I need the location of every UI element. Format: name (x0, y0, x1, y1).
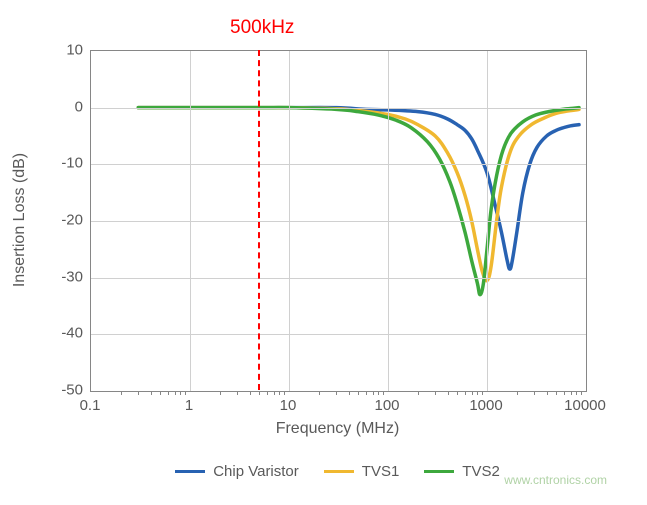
y-axis-label-text: Insertion Loss (dB) (11, 153, 29, 287)
annotation-line-500khz (258, 50, 260, 390)
chart-container: 500kHz Insertion Loss (dB) Frequency (MH… (15, 15, 632, 490)
minor-tick (366, 391, 367, 395)
watermark-text: www.cntronics.com (504, 473, 607, 487)
minor-tick (448, 391, 449, 395)
minor-tick (180, 391, 181, 395)
minor-tick (160, 391, 161, 395)
legend-item-chip-varistor: Chip Varistor (175, 463, 299, 480)
minor-tick (220, 391, 221, 395)
minor-tick (482, 391, 483, 395)
minor-tick (349, 391, 350, 395)
minor-tick (418, 391, 419, 395)
minor-tick (319, 391, 320, 395)
x-tick-label: 1 (185, 397, 193, 414)
minor-tick (534, 391, 535, 395)
minor-tick (465, 391, 466, 395)
y-tick-label: -50 (53, 382, 83, 399)
gridline-h (91, 334, 586, 335)
legend-item-tvs1: TVS1 (324, 463, 400, 480)
minor-tick (383, 391, 384, 395)
minor-tick (138, 391, 139, 395)
y-tick-label: -20 (53, 212, 83, 229)
minor-tick (336, 391, 337, 395)
minor-tick (477, 391, 478, 395)
y-axis-label: Insertion Loss (dB) (5, 50, 35, 390)
minor-tick (576, 391, 577, 395)
y-tick-label: 0 (53, 98, 83, 115)
legend-swatch (324, 470, 354, 474)
minor-tick (435, 391, 436, 395)
minor-tick (151, 391, 152, 395)
minor-tick (168, 391, 169, 395)
minor-tick (457, 391, 458, 395)
x-tick-label: 10000 (564, 397, 606, 414)
legend-swatch (424, 470, 454, 474)
gridline-h (91, 278, 586, 279)
legend-item-tvs2: TVS2 (424, 463, 500, 480)
minor-tick (237, 391, 238, 395)
minor-tick (556, 391, 557, 395)
minor-tick (472, 391, 473, 395)
series-line-tvs2 (138, 108, 579, 295)
minor-tick (250, 391, 251, 395)
x-tick-label: 100 (374, 397, 399, 414)
minor-tick (564, 391, 565, 395)
gridline-h (91, 164, 586, 165)
minor-tick (185, 391, 186, 395)
y-tick-label: 10 (53, 42, 83, 59)
minor-tick (267, 391, 268, 395)
x-tick-label: 10 (280, 397, 297, 414)
minor-tick (175, 391, 176, 395)
legend-swatch (175, 470, 205, 474)
legend-label: Chip Varistor (213, 463, 299, 480)
gridline-v (487, 51, 488, 391)
minor-tick (547, 391, 548, 395)
gridline-h (91, 108, 586, 109)
legend-label: TVS2 (462, 463, 500, 480)
y-tick-label: -40 (53, 325, 83, 342)
annotation-label-500khz: 500kHz (230, 17, 294, 39)
x-tick-label: 1000 (469, 397, 502, 414)
gridline-h (91, 221, 586, 222)
minor-tick (121, 391, 122, 395)
minor-tick (378, 391, 379, 395)
minor-tick (571, 391, 572, 395)
minor-tick (581, 391, 582, 395)
y-tick-label: -10 (53, 155, 83, 172)
gridline-v (388, 51, 389, 391)
plot-area (90, 50, 587, 392)
gridline-v (190, 51, 191, 391)
legend-label: TVS1 (362, 463, 400, 480)
minor-tick (274, 391, 275, 395)
y-tick-label: -30 (53, 268, 83, 285)
x-axis-label: Frequency (MHz) (90, 420, 585, 438)
x-tick-label: 0.1 (80, 397, 101, 414)
minor-tick (517, 391, 518, 395)
gridline-v (289, 51, 290, 391)
minor-tick (259, 391, 260, 395)
minor-tick (373, 391, 374, 395)
minor-tick (358, 391, 359, 395)
minor-tick (279, 391, 280, 395)
minor-tick (284, 391, 285, 395)
